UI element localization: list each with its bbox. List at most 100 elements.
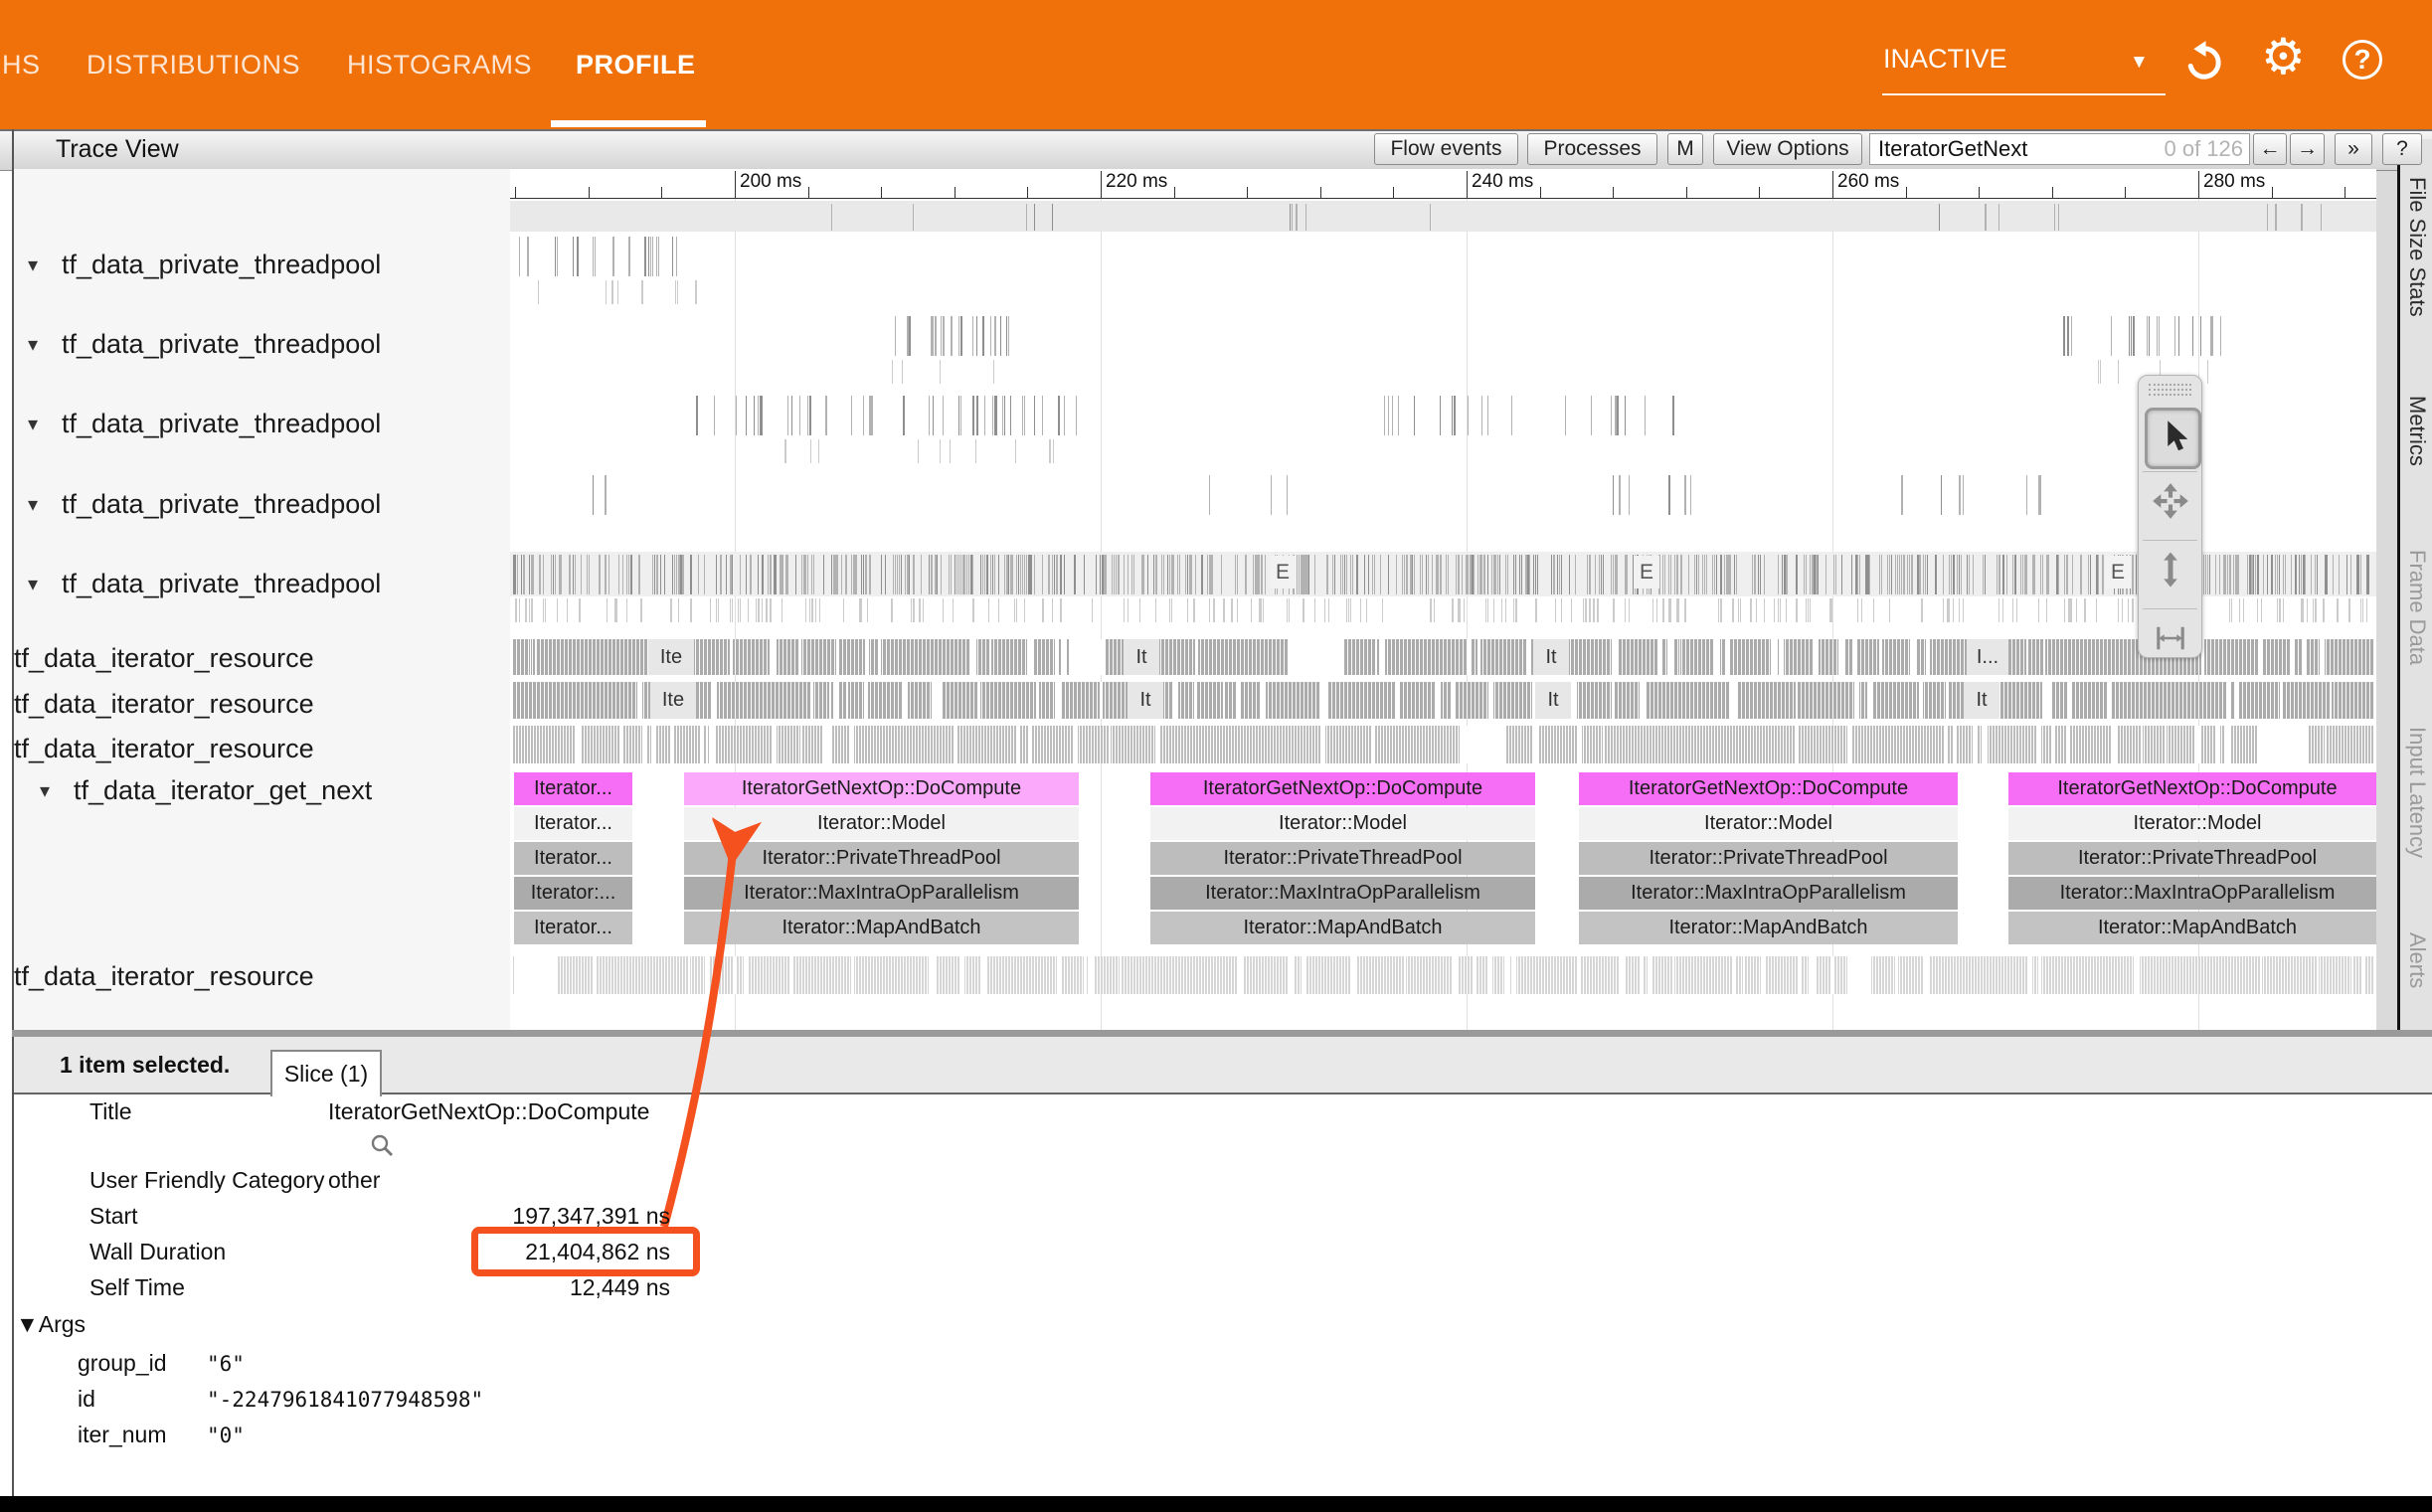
slice-iterator-model[interactable]: Iterator::Model — [1579, 807, 1958, 840]
slice-iterator-maxintraopparallelism[interactable]: Iterator::MaxIntraOpParallelism — [2008, 877, 2376, 910]
resource-slice-label[interactable]: I... — [1967, 639, 2008, 675]
track-gap — [670, 726, 674, 763]
slice-iterator-model[interactable]: Iterator::Model — [1150, 807, 1535, 840]
search-prev-button[interactable]: ← — [2253, 133, 2287, 165]
collapse-arrow-icon[interactable]: ▾ — [28, 414, 39, 435]
args-section-header[interactable]: ▼Args — [16, 1311, 87, 1337]
vertical-scrollbar[interactable] — [2376, 171, 2397, 1030]
slice-iterator-maxintraopparallelism[interactable]: Iterator:... — [514, 877, 632, 910]
slice-iteratorgetnextop-docompute[interactable]: IteratorGetNextOp::DoCompute — [1150, 772, 1535, 805]
slice-iteratorgetnextop-docompute-selected[interactable]: IteratorGetNextOp::DoCompute — [684, 772, 1079, 805]
toolbar-button-m[interactable]: M — [1667, 133, 1703, 165]
slice-iterator-privatethreadpool[interactable]: Iterator::PrivateThreadPool — [2008, 842, 2376, 875]
slice-iterator-mapandbatch[interactable]: Iterator::MapAndBatch — [2008, 912, 2376, 944]
header-tab-hs[interactable]: HS — [2, 49, 41, 80]
track-gap — [1474, 956, 1477, 994]
sidebar-tab-metrics[interactable]: Metrics — [2405, 396, 2430, 466]
track-gap — [1035, 682, 1040, 719]
slice-iterator-privatethreadpool[interactable]: Iterator::PrivateThreadPool — [1150, 842, 1535, 875]
trace-event-tick — [960, 555, 961, 594]
track-gap — [1056, 956, 1061, 994]
help-icon[interactable]: ? — [2343, 40, 2382, 80]
slice-iterator-model[interactable]: Iterator::Model — [2008, 807, 2376, 840]
slice-iterator-model[interactable]: Iterator... — [514, 807, 632, 840]
track-gap — [706, 726, 708, 763]
slice-iterator-mapandbatch[interactable]: Iterator::MapAndBatch — [1579, 912, 1958, 944]
slice-iterator-maxintraopparallelism-selected[interactable]: Iterator::MaxIntraOpParallelism — [684, 877, 1079, 910]
resource-slice-label[interactable]: Ite — [648, 639, 694, 675]
detail-value: 21,404,862 ns — [525, 1239, 670, 1264]
resource-slice-label[interactable]: It — [1535, 682, 1571, 719]
search-input[interactable]: IteratorGetNext 0 of 126 — [1869, 133, 2250, 165]
trace-event-tick — [996, 396, 997, 435]
magnifier-icon[interactable] — [370, 1133, 396, 1164]
palette-grip[interactable] — [2149, 384, 2191, 388]
resource-track-1[interactable] — [513, 682, 2374, 719]
resource-slice-label[interactable]: It — [1128, 682, 1163, 719]
timeline-canvas[interactable]: 200 ms 220 ms 240 ms 260 ms 280 ms Ite It It I..… — [510, 169, 2376, 1030]
collapse-arrow-icon[interactable]: ▾ — [28, 254, 39, 276]
resource-track-2[interactable] — [513, 726, 2374, 763]
trace-event-tick — [1106, 555, 1107, 594]
timing-tool-button[interactable] — [2145, 612, 2195, 668]
trace-event-tick — [2096, 598, 2097, 622]
run-selector[interactable]: INACTIVE ▼ — [1883, 44, 2167, 84]
sidebar-tab-file-size-stats[interactable]: File Size Stats — [2405, 177, 2430, 317]
trace-event-tick — [1187, 598, 1188, 622]
toolbar-button-view-options[interactable]: View Options — [1713, 133, 1862, 165]
resource-slice-label[interactable]: Ite — [650, 682, 696, 719]
trace-event-tick — [2223, 555, 2225, 594]
slice-iterator-mapandbatch[interactable]: Iterator::MapAndBatch — [1150, 912, 1535, 944]
jump-button[interactable]: » — [2335, 133, 2372, 165]
trace-event-tick — [1440, 396, 1441, 435]
slice-iterator-model-selected[interactable]: Iterator::Model — [684, 807, 1079, 840]
settings-gear-icon[interactable]: ⚙ — [2261, 29, 2306, 84]
slice-iterator-privatethreadpool[interactable]: Iterator... — [514, 842, 632, 875]
palette-grip[interactable] — [2149, 394, 2191, 398]
collapse-arrow-icon[interactable]: ▾ — [28, 334, 39, 356]
pan-tool-button[interactable] — [2145, 475, 2195, 531]
trace-event-tick — [1698, 555, 1699, 594]
selection-tool-button[interactable] — [2145, 408, 2201, 469]
toolbar-button-processes[interactable]: Processes — [1527, 133, 1657, 165]
collapse-arrow-icon[interactable]: ▾ — [28, 494, 39, 516]
event-marker-e[interactable]: E — [1634, 556, 1659, 588]
refresh-icon[interactable] — [2181, 40, 2227, 90]
resource-track-3[interactable] — [513, 956, 2374, 994]
slice-iterator-privatethreadpool[interactable]: Iterator::PrivateThreadPool — [1579, 842, 1958, 875]
slice-iterator-mapandbatch-selected[interactable]: Iterator::MapAndBatch — [684, 912, 1079, 944]
slice-iterator-maxintraopparallelism[interactable]: Iterator::MaxIntraOpParallelism — [1150, 877, 1535, 910]
event-marker-e[interactable]: E — [2105, 556, 2131, 588]
trace-event-tick — [1947, 598, 1949, 622]
slice-iterator-maxintraopparallelism[interactable]: Iterator::MaxIntraOpParallelism — [1579, 877, 1958, 910]
resource-track-0[interactable] — [513, 639, 2374, 675]
slice-iterator-mapandbatch[interactable]: Iterator... — [514, 912, 632, 944]
header-tab-profile[interactable]: PROFILE — [576, 49, 696, 80]
resource-slice-label[interactable]: It — [1124, 639, 1159, 675]
slice-iteratorgetnextop-docompute[interactable]: IteratorGetNextOp::DoCompute — [1579, 772, 1958, 805]
zoom-tool-button[interactable] — [2145, 544, 2195, 599]
resource-slice-label[interactable]: It — [1964, 682, 1999, 719]
search-next-button[interactable]: → — [2290, 133, 2325, 165]
collapse-arrow-icon[interactable]: ▾ — [40, 780, 51, 802]
trace-event-tick — [1784, 555, 1786, 594]
axis-tick-label: 220 ms — [1106, 171, 1168, 192]
collapse-arrow-icon[interactable]: ▾ — [28, 574, 39, 595]
track-gap — [828, 682, 830, 719]
header-tab-distributions[interactable]: DISTRIBUTIONS — [87, 49, 301, 80]
help-button[interactable]: ? — [2382, 133, 2422, 165]
palette-grip[interactable] — [2149, 389, 2191, 393]
trace-event-tick — [1259, 598, 1261, 622]
slice-iteratorgetnextop-docompute[interactable]: IteratorGetNextOp::DoCompute — [2008, 772, 2376, 805]
track-labels-panel — [14, 169, 510, 1030]
resource-slice-label[interactable]: It — [1533, 639, 1569, 675]
track-gap — [1878, 639, 1883, 675]
tab-slice[interactable]: Slice (1) — [270, 1050, 382, 1096]
slice-iteratorgetnextop-docompute[interactable]: Iterator... — [514, 772, 632, 805]
trace-event-tick — [1404, 555, 1405, 594]
toolbar-button-flow-events[interactable]: Flow events — [1374, 133, 1518, 165]
header-tab-histograms[interactable]: HISTOGRAMS — [347, 49, 533, 80]
slice-iterator-privatethreadpool-selected[interactable]: Iterator::PrivateThreadPool — [684, 842, 1079, 875]
event-marker-e[interactable]: E — [1270, 556, 1296, 588]
track-gap — [2112, 726, 2117, 763]
